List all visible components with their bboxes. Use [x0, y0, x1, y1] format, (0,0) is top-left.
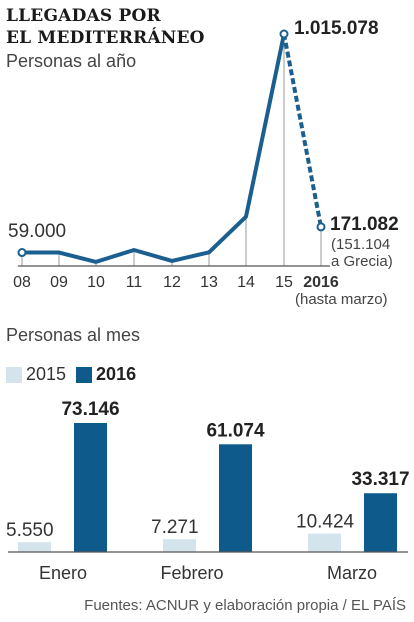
annotation-2016-note-1: (151.104 — [331, 236, 390, 253]
x-tick-label-08: 08 — [13, 274, 31, 291]
annotation-08: 59.000 — [8, 221, 66, 242]
x-tick-label-2016: 2016 — [303, 274, 339, 291]
legend-swatch-2016 — [76, 366, 93, 383]
category-label-Febrero: Febrero — [160, 563, 223, 583]
legend-swatch-2015 — [6, 366, 22, 383]
x-extra-label: (hasta marzo) — [295, 291, 388, 308]
x-tick-label-15: 15 — [275, 274, 293, 291]
title-line-2: EL MEDITERRÁNEO — [6, 28, 205, 48]
line-point-08 — [17, 248, 27, 258]
bar-label-2015-Enero: 5.550 — [6, 520, 54, 541]
legend-label-2015: 2015 — [26, 364, 67, 384]
legend-label-2016: 2016 — [96, 364, 137, 384]
x-tick-label-13: 13 — [200, 274, 218, 291]
line-series-dashed-segment — [282, 33, 323, 228]
bar-2015-Febrero — [163, 539, 196, 552]
bar-2016-Marzo — [364, 493, 397, 552]
line-series-path — [22, 33, 286, 264]
bar-2016-Enero — [74, 423, 107, 552]
category-label-Enero: Enero — [39, 563, 87, 583]
bar-chart-title: Personas al mes — [6, 325, 141, 345]
chart-title: LLEGADAS POR EL MEDITERRÁNEO — [6, 5, 286, 49]
category-label-Marzo: Marzo — [327, 563, 377, 583]
bar-label-2015-Marzo: 10.424 — [296, 512, 355, 533]
bar-label-2016-Enero: 73.146 — [61, 399, 119, 420]
bar-label-2016-Febrero: 61.074 — [206, 420, 265, 441]
legend-item-2016: 2016 — [76, 364, 136, 385]
x-tick-label-14: 14 — [237, 274, 255, 291]
bar-label-2016-Marzo: 33.317 — [351, 469, 409, 490]
bar-2015-Enero — [18, 542, 51, 552]
title-line-1: LLEGADAS POR — [6, 6, 161, 26]
legend-item-2015: 2015 — [6, 364, 66, 385]
legend: 2015 2016 — [6, 364, 146, 385]
line-point-2016 — [316, 222, 326, 232]
bar-label-2015-Febrero: 7.271 — [151, 517, 199, 538]
bar-2016-Febrero — [219, 444, 252, 552]
x-tick-label-12: 12 — [163, 274, 181, 291]
x-tick-label-10: 10 — [87, 274, 105, 291]
x-tick-label-11: 11 — [126, 274, 143, 291]
line-point-15 — [279, 29, 289, 39]
annotation-2016-note-2: a Grecia) — [331, 253, 393, 270]
x-tick-label-09: 09 — [50, 274, 68, 291]
line-chart-subtitle: Personas al año — [6, 51, 137, 71]
annotation-2016: 171.082 — [330, 214, 399, 235]
bar-2015-Marzo — [308, 533, 341, 552]
annotation-peak: 1.015.078 — [294, 18, 379, 39]
source-note: Fuentes: ACNUR y elaboración propia / EL… — [84, 597, 406, 614]
